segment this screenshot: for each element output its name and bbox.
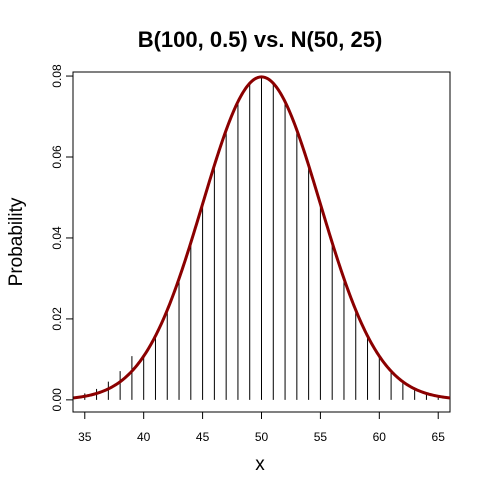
x-tick-label: 45 — [196, 430, 210, 444]
x-tick-label: 65 — [432, 430, 446, 444]
y-tick-label: 0.00 — [50, 388, 64, 412]
x-tick-label: 40 — [137, 430, 151, 444]
x-tick-label: 55 — [314, 430, 328, 444]
y-tick-label: 0.06 — [50, 145, 64, 169]
y-tick-label: 0.08 — [50, 64, 64, 88]
y-tick-label: 0.04 — [50, 226, 64, 250]
normal-curve — [72, 75, 451, 400]
y-axis-label: Probability — [6, 197, 27, 286]
chart-title: B(100, 0.5) vs. N(50, 25) — [138, 27, 383, 52]
x-tick-label: 60 — [373, 430, 387, 444]
x-tick-label: 50 — [255, 430, 269, 444]
y-tick-label: 0.02 — [50, 307, 64, 331]
x-axis-label: x — [255, 454, 265, 475]
spike-series — [72, 77, 451, 400]
x-tick-label: 35 — [78, 430, 92, 444]
y-axis: 0.00 0.02 0.04 0.06 0.08 — [50, 64, 74, 412]
x-axis: 35 40 45 50 55 60 65 — [78, 411, 446, 444]
